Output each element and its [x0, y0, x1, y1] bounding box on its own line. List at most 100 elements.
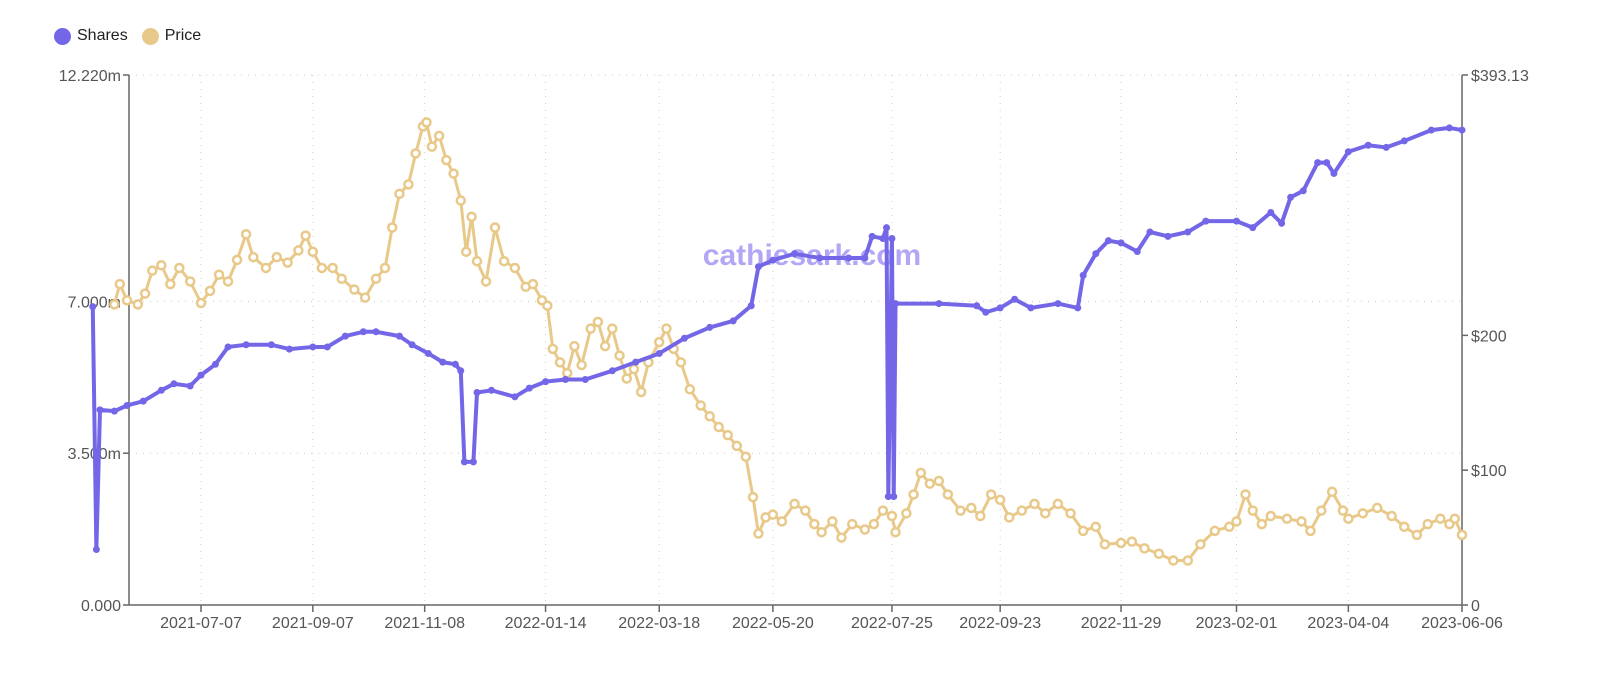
shares-data-point[interactable]: [372, 328, 380, 336]
price-data-point[interactable]: [1422, 518, 1433, 530]
price-data-point[interactable]: [569, 340, 580, 352]
price-data-point[interactable]: [480, 276, 492, 287]
price-data-point[interactable]: [448, 168, 459, 179]
price-data-point[interactable]: [386, 222, 398, 233]
price-data-point[interactable]: [1305, 525, 1316, 537]
price-data-point[interactable]: [327, 262, 338, 274]
shares-data-point[interactable]: [1146, 228, 1154, 236]
price-data-point[interactable]: [1126, 536, 1138, 547]
shares-data-point[interactable]: [1278, 219, 1286, 227]
shares-data-point[interactable]: [706, 323, 714, 331]
shares-data-point[interactable]: [890, 493, 898, 501]
shares-data-point[interactable]: [1027, 304, 1035, 312]
price-data-point[interactable]: [877, 505, 889, 516]
price-data-point[interactable]: [955, 505, 966, 516]
shares-data-point[interactable]: [1117, 239, 1125, 247]
price-data-point[interactable]: [1456, 529, 1468, 541]
shares-data-point[interactable]: [680, 334, 688, 342]
shares-data-point[interactable]: [139, 397, 147, 405]
shares-data-point[interactable]: [1232, 217, 1240, 225]
shares-data-point[interactable]: [879, 235, 887, 243]
price-data-point[interactable]: [336, 273, 347, 284]
price-data-point[interactable]: [293, 245, 304, 256]
price-data-point[interactable]: [1003, 512, 1015, 523]
price-data-point[interactable]: [282, 257, 293, 268]
price-data-point[interactable]: [1449, 513, 1461, 524]
shares-data-point[interactable]: [309, 343, 317, 351]
price-data-point[interactable]: [942, 489, 954, 500]
price-data-point[interactable]: [147, 265, 158, 276]
price-data-point[interactable]: [985, 489, 997, 500]
shares-data-point[interactable]: [457, 367, 465, 375]
price-data-point[interactable]: [222, 276, 234, 287]
shares-data-point[interactable]: [359, 328, 367, 336]
price-data-point[interactable]: [859, 524, 871, 535]
price-data-point[interactable]: [307, 246, 319, 258]
price-data-point[interactable]: [915, 467, 927, 479]
price-data-point[interactable]: [1040, 508, 1051, 519]
shares-data-point[interactable]: [884, 493, 892, 501]
shares-data-point[interactable]: [242, 341, 250, 349]
shares-data-point[interactable]: [1323, 159, 1331, 167]
shares-data-point[interactable]: [816, 254, 824, 262]
shares-data-point[interactable]: [525, 384, 533, 392]
shares-data-point[interactable]: [285, 345, 293, 353]
shares-data-point[interactable]: [632, 358, 640, 366]
shares-data-point[interactable]: [1092, 250, 1100, 258]
shares-data-point[interactable]: [1133, 248, 1141, 256]
shares-data-point[interactable]: [460, 458, 468, 466]
shares-data-point[interactable]: [224, 343, 232, 351]
price-data-point[interactable]: [827, 516, 838, 527]
shares-data-point[interactable]: [96, 406, 104, 414]
price-data-point[interactable]: [576, 359, 587, 371]
shares-data-point[interactable]: [511, 393, 519, 401]
price-data-point[interactable]: [248, 251, 259, 263]
shares-data-point[interactable]: [1445, 124, 1453, 132]
price-data-point[interactable]: [731, 440, 743, 452]
price-data-point[interactable]: [1224, 521, 1235, 533]
price-data-point[interactable]: [776, 516, 788, 527]
shares-data-point[interactable]: [123, 401, 131, 409]
legend-item-shares[interactable]: Shares: [54, 27, 128, 45]
price-data-point[interactable]: [621, 373, 632, 384]
price-data-point[interactable]: [1435, 513, 1446, 524]
price-data-point[interactable]: [455, 195, 467, 206]
price-data-point[interactable]: [547, 343, 559, 355]
price-data-point[interactable]: [1337, 505, 1349, 516]
price-data-point[interactable]: [1077, 525, 1089, 537]
shares-data-point[interactable]: [655, 349, 663, 357]
shares-data-point[interactable]: [1074, 304, 1082, 312]
shares-data-point[interactable]: [1299, 187, 1307, 195]
price-data-point[interactable]: [836, 532, 847, 543]
shares-data-point[interactable]: [1267, 208, 1275, 216]
price-data-point[interactable]: [300, 230, 311, 241]
shares-data-point[interactable]: [341, 332, 349, 340]
shares-data-point[interactable]: [157, 386, 165, 394]
shares-data-point[interactable]: [1184, 228, 1192, 236]
shares-data-point[interactable]: [1079, 271, 1087, 279]
shares-data-point[interactable]: [89, 303, 97, 311]
price-data-point[interactable]: [886, 510, 898, 522]
price-data-point[interactable]: [213, 269, 225, 280]
shares-data-point[interactable]: [1427, 126, 1435, 134]
price-data-point[interactable]: [240, 229, 252, 240]
shares-data-point[interactable]: [395, 332, 403, 340]
price-data-point[interactable]: [975, 510, 986, 522]
price-data-point[interactable]: [421, 117, 432, 128]
price-data-point[interactable]: [1296, 516, 1307, 527]
price-data-point[interactable]: [260, 262, 272, 274]
price-data-point[interactable]: [489, 222, 501, 233]
price-data-point[interactable]: [901, 508, 912, 519]
price-data-point[interactable]: [933, 475, 945, 487]
shares-data-point[interactable]: [473, 388, 481, 396]
shares-data-point[interactable]: [935, 300, 943, 308]
price-data-point[interactable]: [753, 528, 764, 539]
price-data-point[interactable]: [713, 421, 724, 433]
price-data-point[interactable]: [1357, 508, 1369, 519]
price-data-point[interactable]: [1343, 513, 1354, 524]
shares-data-point[interactable]: [170, 380, 178, 388]
price-data-point[interactable]: [1265, 510, 1277, 522]
price-data-point[interactable]: [635, 386, 647, 398]
price-data-point[interactable]: [809, 518, 820, 530]
shares-data-point[interactable]: [267, 341, 275, 349]
